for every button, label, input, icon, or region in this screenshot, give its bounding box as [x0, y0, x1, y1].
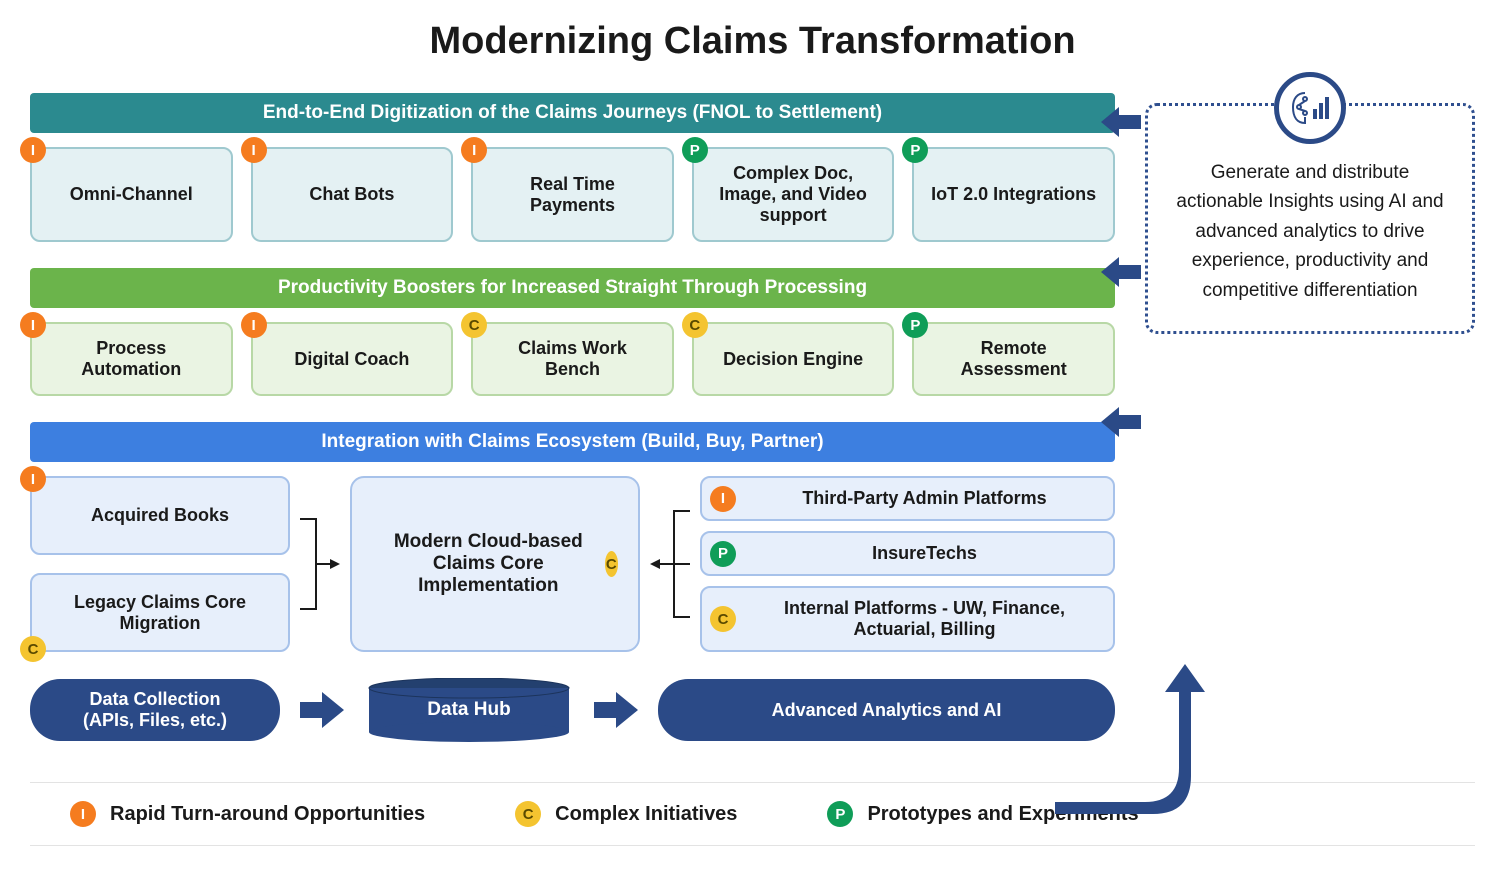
- badge-p-icon: P: [682, 137, 708, 163]
- page: Modernizing Claims Transformation End-to…: [0, 0, 1505, 876]
- badge-i-icon: I: [70, 801, 96, 827]
- badge-i-icon: I: [20, 137, 46, 163]
- badge-c-icon: C: [461, 312, 487, 338]
- section-bar-digitization: End-to-End Digitization of the Claims Jo…: [30, 93, 1115, 133]
- legend-item-rapid: I Rapid Turn-around Opportunities: [70, 801, 425, 827]
- side-arrows: [1101, 93, 1141, 742]
- card-label: Complex Doc, Image, and Video support: [710, 163, 877, 226]
- card-label: IoT 2.0 Integrations: [931, 184, 1096, 205]
- card-label: Decision Engine: [723, 349, 863, 370]
- card: Claims Work BenchC: [471, 322, 674, 396]
- integration-grid: Acquired BooksILegacy Claims Core Migrat…: [30, 476, 1115, 652]
- card: Chat BotsI: [251, 147, 454, 242]
- card-label: Omni-Channel: [70, 184, 193, 205]
- card-label: Process Automation: [48, 338, 215, 380]
- integration-left-col: Acquired BooksI Legacy Claims Core Migrat…: [30, 476, 290, 652]
- section-bar-label: End-to-End Digitization of the Claims Jo…: [263, 102, 882, 124]
- side-column: Generate and distribute actionable Insig…: [1145, 93, 1475, 742]
- main-column: End-to-End Digitization of the Claims Jo…: [30, 93, 1115, 742]
- legend-row: I Rapid Turn-around Opportunities C Comp…: [30, 782, 1475, 846]
- card-label: Legacy Claims Core Migration: [48, 592, 272, 634]
- legend-item-complex: C Complex Initiatives: [515, 801, 737, 827]
- card-label: Real Time Payments: [489, 174, 656, 216]
- badge-p-icon: P: [710, 541, 736, 567]
- badge-i-icon: I: [241, 137, 267, 163]
- integration-right-col: Third-Party Admin Platforms I InsureTechs P…: [700, 476, 1115, 652]
- connector-left: [300, 476, 340, 652]
- badge-i-icon: I: [710, 486, 736, 512]
- analytics-brain-icon: [1274, 72, 1346, 144]
- badge-c-icon: C: [605, 551, 618, 577]
- badge-i-icon: I: [20, 466, 46, 492]
- legend-label: Rapid Turn-around Opportunities: [110, 803, 425, 826]
- pill-label: Data Collection (APIs, Files, etc.): [83, 689, 227, 731]
- badge-c-icon: C: [515, 801, 541, 827]
- card: Third-Party Admin Platforms I: [700, 476, 1115, 521]
- section-bar-productivity: Productivity Boosters for Increased Stra…: [30, 268, 1115, 308]
- badge-i-icon: I: [20, 312, 46, 338]
- pill-label: Advanced Analytics and AI: [772, 700, 1002, 721]
- cylinder-data-hub: Data Hub: [364, 678, 574, 742]
- pill-advanced-analytics: Advanced Analytics and AI: [658, 679, 1115, 741]
- card-label: Digital Coach: [294, 349, 409, 370]
- side-panel-text: Generate and distribute actionable Insig…: [1168, 158, 1452, 305]
- badge-c-icon: C: [682, 312, 708, 338]
- section-bar-label: Integration with Claims Ecosystem (Build…: [321, 431, 823, 453]
- side-panel-insights: Generate and distribute actionable Insig…: [1145, 103, 1475, 334]
- card-label: Acquired Books: [91, 505, 229, 526]
- card-label: InsureTechs: [872, 543, 977, 564]
- card-modern-cloud-core: Modern Cloud-based Claims Core Implement…: [350, 476, 640, 652]
- connector-right: [650, 476, 690, 652]
- badge-p-icon: P: [827, 801, 853, 827]
- card: InsureTechs P: [700, 531, 1115, 576]
- badge-c-icon: C: [20, 636, 46, 662]
- arrow-icon: [1101, 105, 1141, 144]
- badge-c-icon: C: [710, 606, 736, 632]
- card-label: Remote Assessment: [930, 338, 1097, 380]
- page-title: Modernizing Claims Transformation: [30, 20, 1475, 63]
- section-bar-label: Productivity Boosters for Increased Stra…: [278, 277, 867, 299]
- pill-data-collection: Data Collection (APIs, Files, etc.): [30, 679, 280, 741]
- curved-up-arrow-icon: [1055, 652, 1205, 832]
- card-label: Chat Bots: [309, 184, 394, 205]
- card-label: Modern Cloud-based Claims Core Implement…: [372, 531, 605, 597]
- arrow-icon: [300, 690, 344, 730]
- data-flow-row: Data Collection (APIs, Files, etc.) Data…: [30, 678, 1115, 742]
- badge-i-icon: I: [461, 137, 487, 163]
- cylinder-label: Data Hub: [427, 699, 510, 721]
- card: Remote AssessmentP: [912, 322, 1115, 396]
- arrow-icon: [594, 690, 638, 730]
- cards-row-digitization: Omni-ChannelIChat BotsIReal Time Payment…: [30, 147, 1115, 242]
- card: Decision EngineC: [692, 322, 895, 396]
- section-bar-integration: Integration with Claims Ecosystem (Build…: [30, 422, 1115, 462]
- card: Process AutomationI: [30, 322, 233, 396]
- body-row: End-to-End Digitization of the Claims Jo…: [30, 93, 1475, 742]
- arrow-icon: [1101, 405, 1141, 444]
- card-label: Claims Work Bench: [489, 338, 656, 380]
- badge-i-icon: I: [241, 312, 267, 338]
- badge-p-icon: P: [902, 137, 928, 163]
- card: Internal Platforms - UW, Finance, Actuar…: [700, 586, 1115, 652]
- arrow-icon: [1101, 255, 1141, 294]
- badge-p-icon: P: [902, 312, 928, 338]
- card-label: Third-Party Admin Platforms: [802, 488, 1046, 509]
- card: Complex Doc, Image, and Video supportP: [692, 147, 895, 242]
- legend-label: Complex Initiatives: [555, 803, 737, 826]
- card: Real Time PaymentsI: [471, 147, 674, 242]
- cards-row-productivity: Process AutomationIDigital CoachIClaims …: [30, 322, 1115, 396]
- card: Omni-ChannelI: [30, 147, 233, 242]
- card-label: Internal Platforms - UW, Finance, Actuar…: [750, 598, 1099, 640]
- card: Acquired BooksI: [30, 476, 290, 555]
- card: Digital CoachI: [251, 322, 454, 396]
- card: Legacy Claims Core MigrationC: [30, 573, 290, 652]
- card: IoT 2.0 IntegrationsP: [912, 147, 1115, 242]
